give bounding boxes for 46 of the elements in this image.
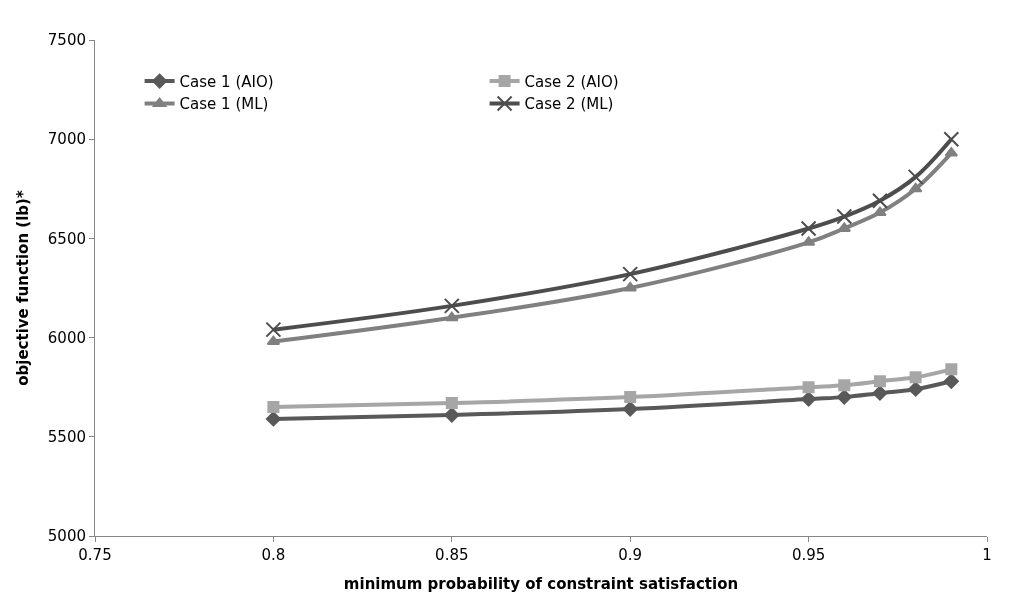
point — [444, 407, 460, 423]
point — [908, 381, 924, 397]
point — [445, 397, 458, 410]
point — [943, 373, 959, 389]
point — [943, 131, 960, 148]
point — [836, 208, 853, 225]
point — [623, 282, 637, 292]
point — [838, 379, 851, 392]
legend-label: Case 1 (ML) — [179, 95, 269, 114]
y-tick-label: 6000 — [47, 328, 86, 347]
point — [267, 401, 280, 414]
point — [871, 192, 888, 209]
x-tick-label: 0.85 — [435, 546, 469, 564]
y-tick-label: 6500 — [47, 229, 86, 248]
point — [802, 381, 815, 394]
x-tick-label: 0.75 — [78, 546, 112, 564]
point — [872, 385, 888, 401]
point — [443, 297, 460, 314]
legend-label: Case 1 (AIO) — [179, 72, 274, 91]
x-tick-label: 0.9 — [618, 546, 643, 564]
point — [873, 206, 887, 217]
legend-label: Case 2 (AIO) — [524, 72, 619, 91]
y-tick-label: 7500 — [47, 31, 86, 50]
x-tick-label: 0.95 — [791, 546, 826, 564]
y-tick-label: 5000 — [47, 527, 86, 546]
point — [800, 220, 817, 237]
point — [908, 182, 923, 193]
x-tick-label: 0.8 — [261, 546, 286, 564]
x-tick-label: 1 — [982, 546, 992, 564]
point — [909, 371, 922, 384]
legend-label: Case 2 (ML) — [524, 95, 614, 114]
point — [622, 266, 639, 283]
point — [445, 311, 459, 322]
point — [265, 321, 282, 338]
point — [266, 335, 281, 346]
y-tick-label: 7000 — [47, 130, 86, 149]
point — [265, 411, 281, 427]
point — [873, 375, 886, 388]
point — [836, 389, 852, 405]
point — [624, 391, 637, 404]
x-axis-title: minimum probability of constraint satisfaction — [343, 575, 739, 593]
y-tick-label: 5500 — [47, 428, 86, 447]
y-axis-title: objective function (lb)* — [14, 190, 33, 386]
point — [801, 391, 817, 407]
point — [945, 363, 958, 376]
point — [622, 401, 638, 417]
